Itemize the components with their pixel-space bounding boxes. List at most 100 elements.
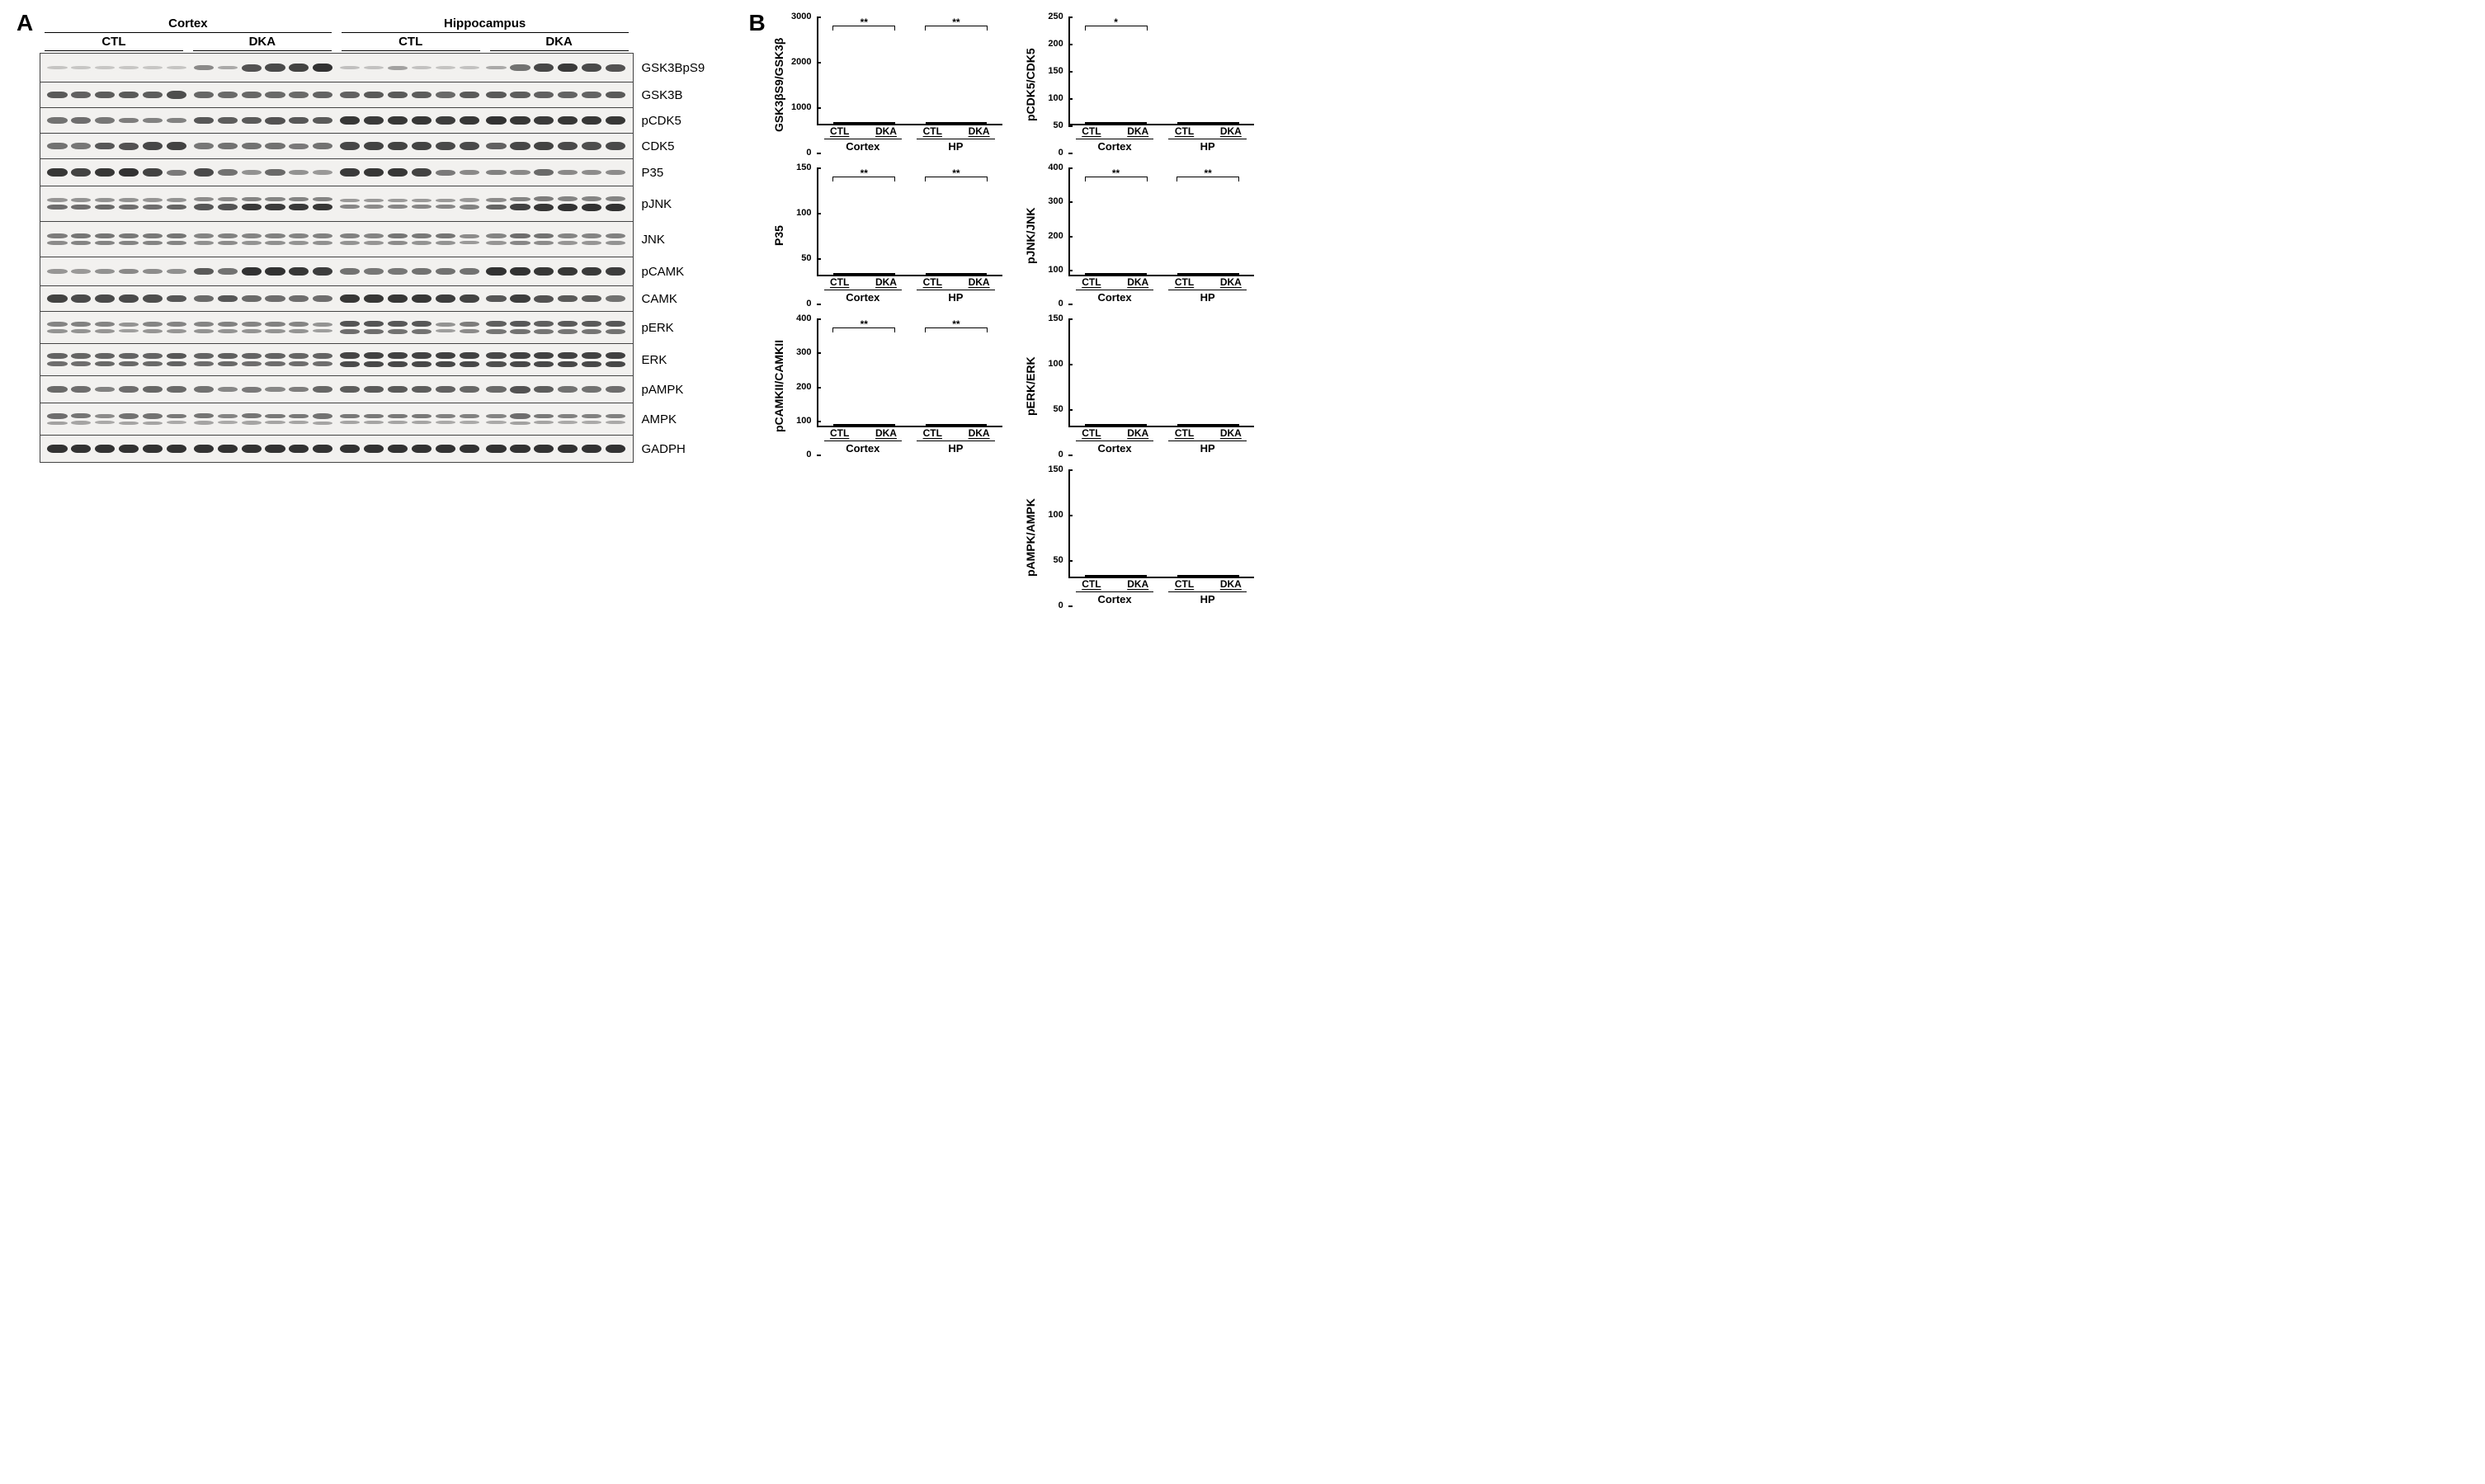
- chart-ylabel: pJNK/JNK: [1022, 167, 1039, 304]
- protein-label: GSK3B: [634, 88, 724, 102]
- significance-marker: **: [925, 318, 988, 329]
- significance-marker: **: [1176, 167, 1239, 195]
- bar: [1116, 424, 1147, 426]
- blot-region-header: Cortex Hippocampus: [40, 16, 724, 35]
- bar: [1085, 122, 1115, 124]
- protein-label: CAMK: [634, 292, 724, 306]
- x-group: CTLDKAHP: [909, 125, 1002, 153]
- protein-label: AMPK: [634, 412, 724, 426]
- bar-charts-grid: GSK3βS9/GSK3β0100020003000****CTLDKACort…: [771, 16, 1255, 605]
- bar-chart: P35050100150****CTLDKACortexCTLDKAHP: [771, 167, 1002, 304]
- x-group: CTLDKAHP: [1161, 578, 1254, 605]
- bar: [864, 424, 894, 426]
- x-group: CTLDKAHP: [909, 427, 1002, 455]
- protein-label: GSK3BpS9: [634, 61, 724, 75]
- region-hippocampus: Hippocampus: [337, 16, 634, 35]
- bar: [1085, 575, 1115, 577]
- cond-ctl-2: CTL: [337, 35, 485, 53]
- bar: [833, 424, 864, 426]
- bar: [1116, 122, 1147, 124]
- blot-row: P35: [40, 159, 724, 186]
- blot-row: GSK3BpS9: [40, 53, 724, 82]
- bar-chart: pCAMKII/CAMKII0100200300400****CTLDKACor…: [771, 318, 1002, 455]
- x-group: CTLDKACortex: [1068, 125, 1162, 153]
- bar-chart: pCDK5/CDK5050100150200250*CTLDKACortexCT…: [1022, 16, 1254, 153]
- western-blot-block: Cortex Hippocampus CTL DKA CTL DKA GSK3B…: [40, 16, 724, 463]
- chart-ylabel: pERK/ERK: [1022, 318, 1039, 455]
- bar: [1085, 424, 1115, 426]
- significance-marker: **: [1085, 167, 1148, 218]
- x-group: CTLDKACortex: [1068, 276, 1162, 304]
- cond-ctl-1: CTL: [40, 35, 188, 53]
- bar: [1085, 273, 1115, 275]
- plot-area: [1068, 318, 1254, 427]
- bar: [864, 273, 894, 275]
- protein-label: GADPH: [634, 442, 724, 456]
- bar: [1177, 424, 1208, 426]
- x-group: CTLDKACortex: [1068, 578, 1162, 605]
- protein-label: pAMPK: [634, 383, 724, 397]
- panel-b: B GSK3βS9/GSK3β0100020003000****CTLDKACo…: [749, 16, 1255, 605]
- cond-dka-2: DKA: [485, 35, 634, 53]
- blot-row: GSK3B: [40, 82, 724, 108]
- protein-label: pCAMK: [634, 265, 724, 279]
- panel-a-letter: A: [17, 10, 33, 36]
- bar: [833, 122, 864, 124]
- region-cortex: Cortex: [40, 16, 337, 35]
- bar: [926, 273, 956, 275]
- significance-marker: **: [832, 167, 895, 195]
- x-group: CTLDKACortex: [817, 276, 910, 304]
- chart-ylabel: GSK3βS9/GSK3β: [771, 16, 787, 153]
- bar: [1177, 122, 1208, 124]
- blot-row: pERK: [40, 312, 724, 344]
- blot-row: JNK: [40, 222, 724, 257]
- bar-chart: pAMPK/AMPK050100150CTLDKACortexCTLDKAHP: [1022, 469, 1254, 605]
- panel-b-letter: B: [749, 10, 766, 36]
- plot-area: ** **: [817, 167, 1002, 276]
- chart-ylabel: pCDK5/CDK5: [1022, 16, 1039, 153]
- significance-marker: **: [925, 16, 988, 33]
- bar: [956, 273, 987, 275]
- bar: [926, 424, 956, 426]
- protein-label: JNK: [634, 233, 724, 247]
- significance-marker: **: [925, 167, 988, 196]
- plot-area: ** **: [817, 16, 1002, 125]
- protein-label: CDK5: [634, 139, 724, 153]
- blot-condition-header: CTL DKA CTL DKA: [40, 35, 724, 53]
- bar: [1116, 575, 1147, 577]
- x-group: CTLDKAHP: [1161, 427, 1254, 455]
- bar: [1177, 273, 1208, 275]
- blot-row: pCDK5: [40, 108, 724, 134]
- chart-ylabel: pCAMKII/CAMKII: [771, 318, 787, 455]
- bar-chart: GSK3βS9/GSK3β0100020003000****CTLDKACort…: [771, 16, 1002, 153]
- bar: [1208, 273, 1238, 275]
- significance-marker: **: [832, 16, 895, 61]
- bar: [1208, 575, 1238, 577]
- blot-row: pJNK: [40, 186, 724, 222]
- bar-chart: pJNK/JNK0100200300400****CTLDKACortexCTL…: [1022, 167, 1254, 304]
- panel-a: A Cortex Hippocampus CTL DKA CTL DKA GSK…: [17, 16, 724, 605]
- x-group: CTLDKAHP: [1161, 125, 1254, 153]
- protein-label: P35: [634, 166, 724, 180]
- blot-row: pCAMK: [40, 257, 724, 286]
- chart-ylabel: pAMPK/AMPK: [1022, 469, 1039, 605]
- bar: [833, 273, 864, 275]
- bar: [864, 122, 894, 124]
- bar: [956, 122, 987, 124]
- x-group: CTLDKAHP: [1161, 276, 1254, 304]
- protein-label: pCDK5: [634, 114, 724, 128]
- bar: [1208, 122, 1238, 124]
- x-group: CTLDKAHP: [909, 276, 1002, 304]
- plot-area: *: [1068, 16, 1254, 125]
- protein-label: pJNK: [634, 197, 724, 211]
- plot-area: ****: [817, 318, 1002, 427]
- blot-row: GADPH: [40, 436, 724, 463]
- bar: [1177, 575, 1208, 577]
- x-group: CTLDKACortex: [1068, 427, 1162, 455]
- x-group: CTLDKACortex: [817, 427, 910, 455]
- plot-area: ** **: [1068, 167, 1254, 276]
- blot-row: pAMPK: [40, 376, 724, 403]
- chart-ylabel: P35: [771, 167, 787, 304]
- blot-rows: GSK3BpS9 GSK3B pCDK5 CDK5 P35 pJNK JNK pCAMK CAM…: [40, 53, 724, 463]
- bar: [926, 122, 956, 124]
